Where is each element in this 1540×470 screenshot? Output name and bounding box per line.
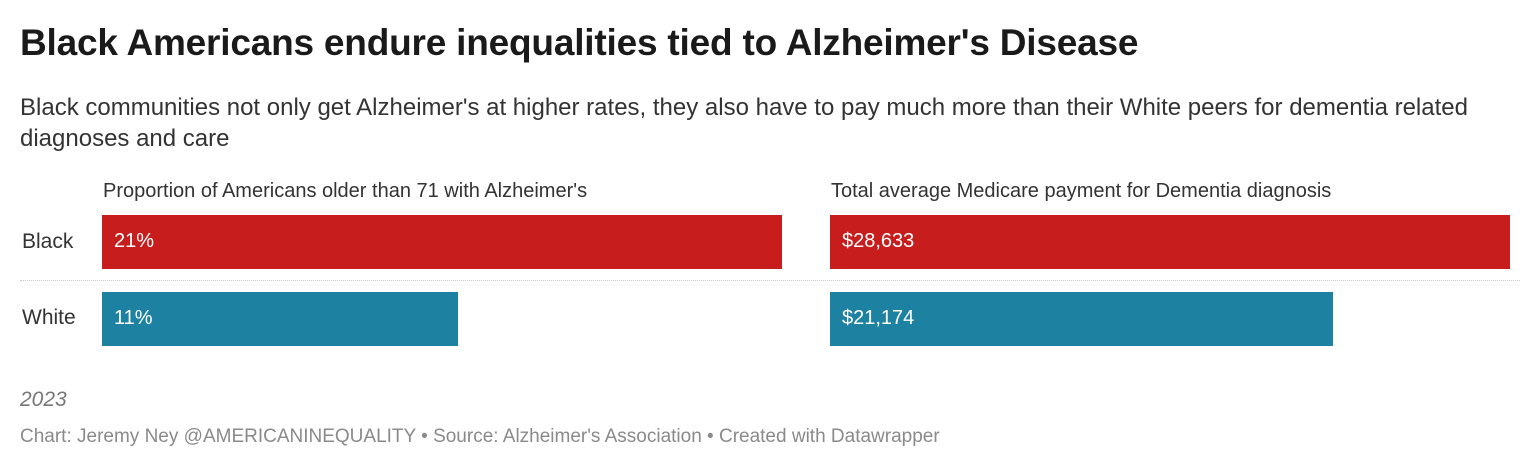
chart-note: 2023 [20,388,67,411]
row-separator [20,280,1520,281]
row-label-white: White [22,306,76,329]
bar-alzheimers-white: 11% [102,292,458,346]
row-label-black: Black [22,230,74,253]
bar-medicare-black: $28,633 [830,215,1510,269]
bar-alzheimers-black: 21% [102,215,782,269]
panel-title-medicare: Total average Medicare payment for Demen… [831,180,1332,202]
bar-value-label: 11% [114,307,153,329]
panel-title-alzheimers: Proportion of Americans older than 71 wi… [103,180,588,202]
bar-medicare-white: $21,174 [830,292,1333,346]
chart-title: Black Americans endure inequalities tied… [20,22,1139,63]
bar-value-label: $21,174 [842,307,915,329]
bar-value-label: 21% [114,230,155,252]
chart-footer: Chart: Jeremy Ney @AMERICANINEQUALITY • … [20,426,940,447]
chart-subtitle: Black communities not only get Alzheimer… [20,94,1468,152]
bar-value-label: $28,633 [842,230,915,252]
